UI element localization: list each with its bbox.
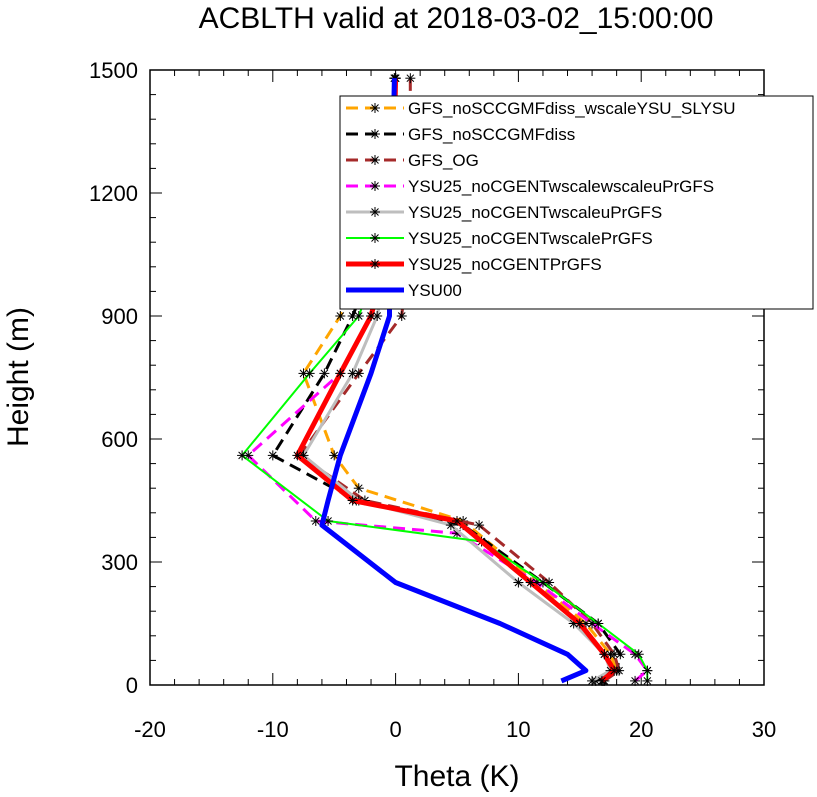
data-point [525, 577, 536, 588]
data-point [615, 649, 626, 660]
legend-label: YSU25_noCGENTwscaleuPrGFS [408, 203, 662, 222]
legend-label: GFS_noSCCGMFdiss_wscaleYSU_SLYSU [408, 99, 736, 118]
data-point [319, 368, 330, 379]
legend-label: YSU25_noCGENTwscalewscaleuPrGFS [408, 177, 714, 196]
data-point [630, 675, 641, 686]
data-point [366, 311, 377, 321]
data-point [347, 495, 358, 506]
data-point [370, 233, 380, 243]
plot-frame [149, 69, 765, 686]
data-point [642, 675, 653, 686]
legend-label: YSU25_noCGENTwscalePrGFS [408, 229, 653, 248]
data-point [452, 516, 462, 526]
legend-label: GFS_OG [408, 151, 479, 170]
legend-label: GFS_noSCCGMFdiss [408, 125, 575, 144]
data-point [292, 450, 303, 461]
x-tick-label: 0 [389, 717, 401, 742]
data-point [335, 368, 346, 379]
data-point [370, 207, 380, 217]
data-point [609, 665, 620, 676]
data-point [537, 577, 548, 588]
plot-area [149, 69, 765, 686]
legend-item: GFS_OG [346, 151, 479, 170]
data-point [587, 675, 598, 686]
data-point [237, 450, 248, 461]
y-tick-label: 900 [101, 304, 138, 329]
legend-item: GFS_noSCCGMFdiss [346, 125, 575, 144]
data-point [599, 649, 610, 660]
legend-item: YSU25_noCGENTwscalewscaleuPrGFS [346, 177, 714, 196]
legend-label: YSU25_noCGENTPrGFS [408, 255, 602, 274]
legend: GFS_noSCCGMFdiss_wscaleYSU_SLYSU GFS_noSC… [339, 95, 814, 310]
data-point [353, 483, 364, 494]
y-tick-label: 300 [101, 550, 138, 575]
data-point [335, 311, 346, 321]
x-axis-title: Theta (K) [394, 760, 519, 793]
data-point [596, 675, 607, 686]
data-point [370, 259, 380, 269]
legend-item: GFS_noSCCGMFdiss_wscaleYSU_SLYSU [346, 99, 736, 118]
y-tick-label: 1500 [89, 58, 138, 83]
series-line [302, 78, 619, 683]
data-point [370, 155, 380, 165]
data-point [474, 520, 485, 531]
legend-item: YSU00 [346, 281, 462, 300]
data-point [353, 311, 364, 321]
legend-box [339, 95, 814, 310]
legend-item: YSU25_noCGENTPrGFS [346, 255, 602, 274]
data-point [593, 618, 604, 629]
data-point [304, 368, 315, 379]
chart-title: ACBLTH valid at 2018-03-02_15:00:00 [199, 2, 714, 35]
data-point [329, 450, 340, 461]
data-point [310, 516, 321, 526]
data-point [513, 577, 524, 588]
data-point [609, 649, 620, 660]
data-point [574, 618, 585, 629]
data-point [370, 181, 380, 191]
x-tick-label: 20 [629, 717, 653, 742]
data-point [347, 368, 358, 379]
data-point [396, 311, 407, 321]
x-tick-label: -10 [257, 717, 289, 742]
legend-item: YSU25_noCGENTwscaleuPrGFS [346, 203, 662, 222]
legend-item: YSU25_noCGENTwscalePrGFS [346, 229, 653, 248]
legend-label: YSU00 [408, 281, 462, 300]
data-point [405, 73, 416, 84]
data-point [642, 665, 653, 676]
y-axis-title: Height (m) [2, 307, 35, 447]
y-tick-label: 1200 [89, 181, 138, 206]
data-point [633, 649, 644, 660]
x-tick-label: 10 [506, 717, 530, 742]
x-tick-label: -20 [134, 717, 166, 742]
y-tick-label: 600 [101, 427, 138, 452]
data-point [370, 103, 380, 113]
x-tick-label: 30 [752, 717, 776, 742]
data-point [370, 129, 380, 139]
data-point [267, 450, 278, 461]
y-tick-label: 0 [126, 673, 138, 698]
